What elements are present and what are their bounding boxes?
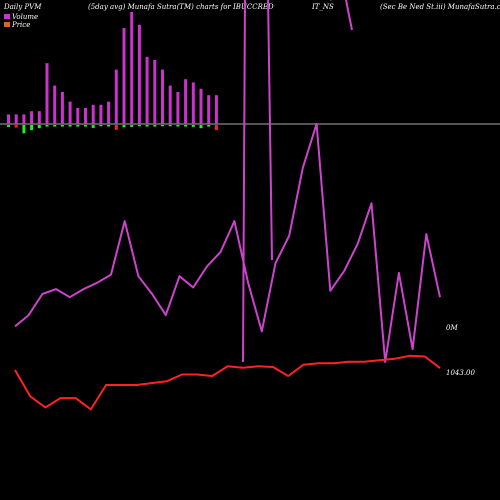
volume-bar-up xyxy=(68,101,72,124)
volume-bar-up xyxy=(99,104,103,124)
volume-bar-down xyxy=(30,125,34,131)
volume-bar-down xyxy=(199,125,203,129)
legend-price-label: Price xyxy=(11,21,30,29)
volume-bar-up xyxy=(207,95,211,124)
volume-bar-down xyxy=(45,125,49,127)
volume-bar-down xyxy=(68,125,72,127)
volume-bar-down xyxy=(214,125,218,131)
volume-bar-down xyxy=(191,125,195,127)
volume-bar-down xyxy=(60,125,64,127)
volume-bar-down xyxy=(207,125,211,127)
volume-line-spike xyxy=(344,0,353,31)
volume-bar-down xyxy=(168,125,172,127)
volume-bar-up xyxy=(214,95,218,124)
volume-bar-down xyxy=(14,125,18,128)
volume-bar-up xyxy=(76,108,80,124)
volume-bar-up xyxy=(22,114,26,124)
volume-bar-up xyxy=(14,114,18,124)
volume-bar-up xyxy=(161,69,164,124)
volume-bar-up xyxy=(45,63,49,124)
volume-bar-down xyxy=(130,125,134,127)
volume-bar-up xyxy=(60,92,64,124)
volume-bar-down xyxy=(122,125,126,128)
volume-bar-up xyxy=(184,79,188,124)
volume-bar-down xyxy=(184,125,188,127)
volume-bar-down xyxy=(176,125,180,127)
volume-bars xyxy=(7,12,218,134)
chart-header-left: Daily PVM xyxy=(3,3,42,11)
volume-bar-up xyxy=(91,104,95,124)
legend-volume-label: Volume xyxy=(12,13,38,21)
volume-bar-up xyxy=(130,12,134,124)
price-axis-label: 1043.00 xyxy=(446,369,475,377)
volume-bar-up xyxy=(176,92,180,124)
volume-bar-down xyxy=(137,125,141,127)
volume-bar-up xyxy=(37,111,41,124)
volume-bar-down xyxy=(22,125,26,134)
volume-bar-up xyxy=(7,114,10,124)
volume-bar-down xyxy=(161,125,164,127)
volume-bar-up xyxy=(191,82,195,124)
volume-axis-label: 0M xyxy=(446,324,458,332)
volume-bar-down xyxy=(53,125,57,127)
volume-bar-up xyxy=(30,111,34,124)
chart-header-center: (5day avg) Munafa Sutra(TM) charts for I… xyxy=(88,3,274,11)
price-line-path xyxy=(14,354,441,411)
volume-bar-down xyxy=(84,125,87,127)
volume-line-spike xyxy=(267,0,273,261)
volume-bar-down xyxy=(7,125,10,127)
volume-bar-up xyxy=(107,101,111,124)
chart-header-right: (Sec Be Ned St.iii) MunafaSutra.com xyxy=(380,3,500,11)
volume-bar-up xyxy=(137,24,141,124)
volume-bar-up xyxy=(114,69,118,124)
volume-bar-up xyxy=(153,60,157,124)
volume-bar-up xyxy=(168,85,172,124)
volume-bar-down xyxy=(145,125,149,127)
volume-bar-down xyxy=(153,125,157,127)
volume-bar-down xyxy=(37,125,41,129)
volume-bar-up xyxy=(84,108,87,124)
volume-line-spike xyxy=(242,0,246,363)
volume-bar-down xyxy=(107,125,111,127)
chart-header-ticker-tail: IT_NS xyxy=(311,3,334,11)
volume-bar-up xyxy=(145,56,149,124)
volume-bar-up xyxy=(122,28,126,124)
volume-bar-down xyxy=(114,125,118,130)
volume-bar-down xyxy=(76,125,80,127)
legend-volume-swatch xyxy=(4,14,10,19)
legend-price-swatch xyxy=(4,22,10,27)
volume-bar-up xyxy=(53,85,57,124)
volume-bar-up xyxy=(199,88,203,124)
volume-bar-down xyxy=(99,125,103,127)
volume-line-path xyxy=(14,122,441,363)
volume-line xyxy=(14,0,441,363)
price-line xyxy=(14,354,441,411)
volume-bar-down xyxy=(91,125,95,128)
